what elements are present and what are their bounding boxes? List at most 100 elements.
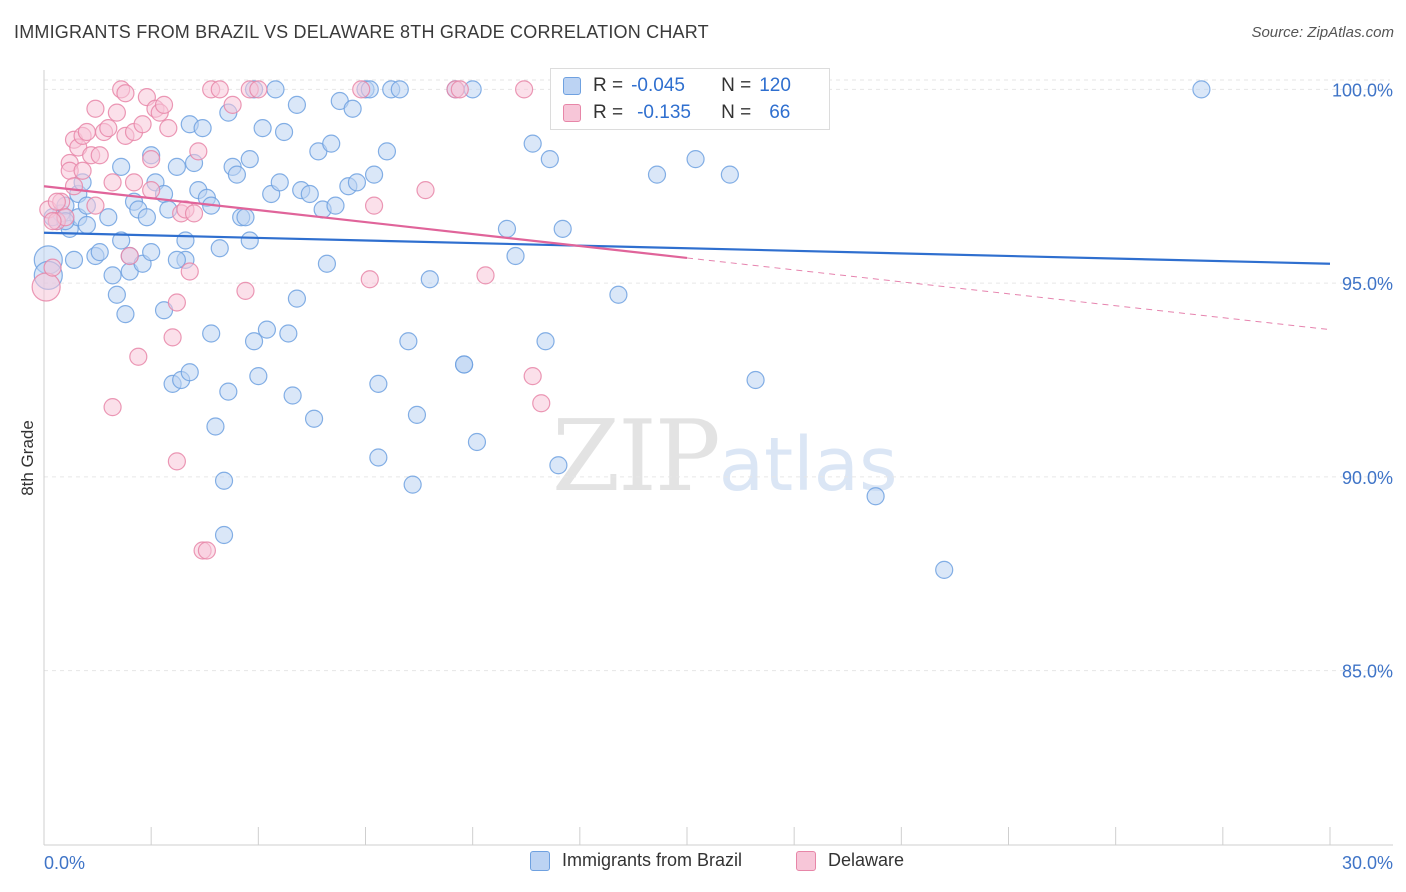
point-delaware	[77, 122, 96, 142]
brazil-r-label: R =	[593, 75, 624, 96]
point-brazil	[103, 266, 122, 285]
point-delaware	[120, 246, 139, 266]
point-delaware	[142, 150, 161, 169]
y-tick-label: 90.0%	[1342, 468, 1393, 488]
point-brazil	[399, 332, 418, 351]
stats-row-delaware: R = -0.135 N = 66	[563, 100, 790, 126]
point-brazil	[364, 165, 384, 184]
point-brazil	[347, 173, 367, 192]
point-delaware	[43, 212, 62, 231]
point-delaware	[167, 452, 186, 471]
point-brazil	[257, 320, 277, 339]
point-brazil	[866, 487, 885, 506]
point-brazil	[112, 231, 131, 250]
stats-row-brazil: R = -0.045 N = 120	[563, 73, 791, 99]
point-brazil	[720, 165, 739, 184]
point-brazil	[240, 231, 259, 250]
point-delaware	[99, 119, 118, 138]
point-delaware	[532, 394, 551, 413]
point-delaware	[236, 281, 255, 300]
point-delaware	[223, 95, 242, 114]
point-delaware	[133, 115, 152, 134]
point-brazil	[369, 448, 388, 467]
point-brazil	[420, 270, 439, 289]
point-delaware	[103, 398, 122, 417]
point-brazil	[240, 150, 259, 169]
point-brazil	[116, 305, 135, 324]
point-brazil	[137, 208, 156, 227]
y-axis-label: 8th Grade	[18, 420, 37, 496]
chart-title: IMMIGRANTS FROM BRAZIL VS DELAWARE 8TH G…	[14, 22, 709, 42]
chart-source: Source: ZipAtlas.com	[1251, 24, 1394, 41]
delaware-r-label: R =	[593, 102, 624, 123]
point-brazil	[343, 99, 362, 118]
legend-item-brazil[interactable]: Immigrants from Brazil	[530, 850, 742, 871]
point-delaware	[73, 161, 92, 180]
point-brazil	[219, 382, 238, 401]
point-brazil	[287, 289, 307, 308]
point-brazil	[180, 363, 199, 382]
legend-item-delaware[interactable]: Delaware	[796, 850, 904, 871]
point-brazil	[270, 173, 289, 192]
point-brazil	[553, 219, 572, 238]
point-delaware	[159, 119, 178, 138]
point-brazil	[322, 134, 341, 153]
brazil-n-label: N =	[721, 75, 752, 96]
point-delaware	[180, 262, 199, 281]
point-brazil	[523, 134, 542, 153]
x-tick-label-max: 30.0%	[1342, 853, 1393, 873]
x-tick-label-min: 0.0%	[44, 853, 85, 873]
point-delaware	[167, 293, 186, 312]
point-brazil	[609, 285, 628, 304]
point-brazil	[112, 157, 131, 176]
point-delaware	[515, 80, 534, 99]
point-delaware	[197, 541, 216, 560]
trendline-brazil	[43, 231, 1331, 265]
point-brazil	[210, 239, 229, 258]
point-delaware	[450, 80, 469, 99]
point-brazil	[249, 367, 268, 386]
y-tick-label: 85.0%	[1342, 662, 1393, 682]
point-delaware	[103, 173, 122, 192]
point-brazil	[193, 119, 212, 138]
point-brazil	[304, 409, 324, 428]
point-brazil	[253, 119, 272, 138]
legend-brazil-label: Immigrants from Brazil	[562, 850, 743, 870]
brazil-n-value: 120	[759, 75, 791, 96]
legend-brazil-swatch	[530, 850, 550, 871]
trendline-delaware-extension	[686, 257, 1331, 331]
point-delaware	[116, 84, 135, 103]
point-delaware	[142, 181, 161, 200]
bottom-legend: Immigrants from Brazil Delaware	[0, 850, 1406, 880]
point-brazil	[214, 471, 234, 490]
point-delaware	[86, 196, 105, 215]
point-brazil	[167, 157, 186, 176]
point-brazil	[279, 324, 298, 343]
point-brazil	[64, 250, 84, 269]
point-delaware	[249, 80, 268, 99]
point-brazil	[467, 432, 487, 452]
point-delaware	[352, 80, 371, 99]
point-delaware	[210, 80, 229, 99]
point-delaware	[360, 270, 379, 289]
point-brazil	[497, 219, 517, 238]
legend-delaware-swatch	[796, 850, 816, 871]
y-tick-label: 100.0%	[1332, 80, 1393, 100]
point-delaware	[43, 258, 62, 277]
legend-delaware-label: Delaware	[828, 850, 905, 870]
point-delaware	[31, 272, 61, 302]
point-brazil	[746, 370, 765, 390]
point-delaware	[107, 103, 126, 122]
trendline-delaware	[43, 185, 688, 260]
point-brazil	[142, 243, 161, 262]
point-delaware	[364, 196, 384, 215]
point-brazil	[107, 285, 126, 304]
point-brazil	[90, 243, 109, 262]
point-delaware	[189, 142, 208, 161]
point-delaware	[64, 177, 84, 196]
point-delaware	[129, 347, 148, 366]
point-brazil	[647, 165, 667, 184]
point-brazil	[317, 254, 337, 273]
point-delaware	[523, 367, 542, 386]
